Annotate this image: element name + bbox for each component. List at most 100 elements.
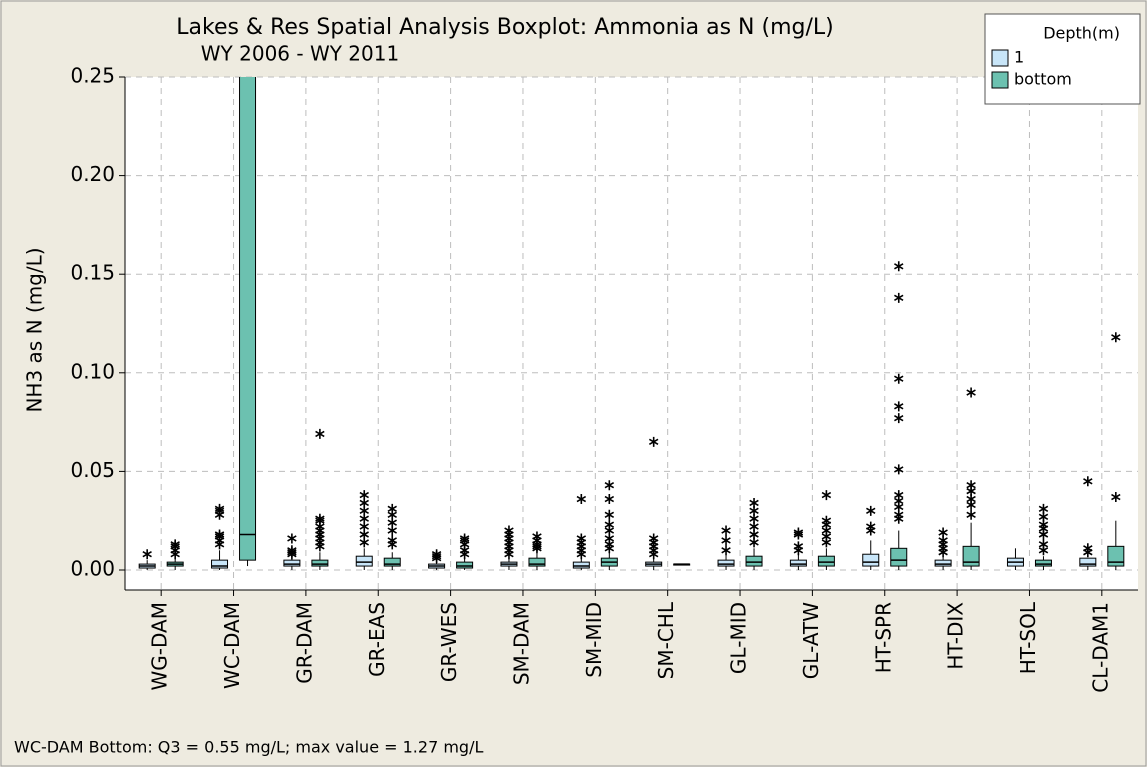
outlier <box>894 490 904 501</box>
legend-title: Depth(m) <box>1043 24 1120 43</box>
legend-swatch <box>991 71 1009 89</box>
box <box>355 555 373 567</box>
outlier <box>1038 539 1049 550</box>
outlier <box>1038 503 1049 514</box>
outlier <box>749 497 759 508</box>
outlier <box>793 541 804 552</box>
outlier <box>359 490 369 501</box>
outlier <box>214 529 225 540</box>
box <box>1079 557 1097 567</box>
x-tick-label: WG-DAM <box>148 602 172 690</box>
chart-subtitle: WY 2006 - WY 2011 <box>201 42 399 66</box>
outlier <box>866 505 876 516</box>
box <box>745 555 763 567</box>
box <box>890 547 908 567</box>
y-tick-label: 0.05 <box>70 458 115 482</box>
outlier <box>821 490 832 501</box>
y-tick-label: 0.00 <box>70 557 115 581</box>
x-tick-label: GR-EAS <box>365 602 389 677</box>
box <box>211 559 229 569</box>
x-tick-label: SM-MID <box>582 602 606 678</box>
box <box>311 559 329 567</box>
box <box>862 553 880 567</box>
box <box>283 559 301 567</box>
x-tick-label: GR-WES <box>437 602 461 682</box>
box <box>717 559 735 567</box>
y-tick-label: 0.25 <box>70 64 115 88</box>
outlier <box>1083 543 1093 554</box>
outlier <box>866 521 876 532</box>
outlier <box>170 539 180 550</box>
box <box>934 559 952 567</box>
box <box>456 561 474 569</box>
outlier <box>721 535 731 546</box>
outlier <box>721 525 731 536</box>
x-tick-label: SM-CHL <box>654 601 678 679</box>
outlier <box>504 525 514 536</box>
box <box>789 559 807 567</box>
x-tick-label: HT-SOL <box>1016 601 1040 674</box>
outlier <box>287 545 297 556</box>
outlier <box>966 387 976 398</box>
x-tick-label: HT-SPR <box>871 602 895 673</box>
outlier <box>894 464 904 475</box>
outlier <box>604 494 615 505</box>
outlier <box>315 428 325 439</box>
x-tick-label: HT-DIX <box>944 602 968 670</box>
x-tick-label: WC-DAM <box>220 602 244 689</box>
outlier <box>894 261 904 272</box>
legend: Depth(m) 1 bottom <box>984 13 1141 105</box>
grid <box>125 76 1138 590</box>
legend-label: 1 <box>1014 48 1024 67</box>
legend-box <box>984 13 1141 105</box>
outlier <box>1111 332 1121 343</box>
outlier <box>894 292 904 303</box>
legend-swatch <box>991 49 1009 67</box>
outlier <box>648 533 659 544</box>
outlier <box>894 401 904 412</box>
x-tick-label: GL-ATW <box>799 602 823 679</box>
outlier <box>894 413 904 424</box>
outlier <box>315 513 325 524</box>
outlier <box>821 515 832 526</box>
outlier <box>431 549 442 560</box>
box <box>383 557 401 567</box>
outlier <box>604 480 615 491</box>
outlier <box>287 533 297 544</box>
outlier <box>576 494 587 505</box>
box <box>962 545 980 567</box>
outlier <box>387 503 397 514</box>
outlier <box>648 436 659 447</box>
outlier <box>894 373 904 384</box>
outlier <box>604 519 615 530</box>
outlier <box>387 535 397 546</box>
outlier <box>604 509 615 520</box>
outlier <box>721 545 731 556</box>
footnote: WC-DAM Bottom: Q3 = 0.55 mg/L; max value… <box>14 738 483 757</box>
x-tick-label: GR-DAM <box>292 602 316 684</box>
x-tick-label: CL-DAM1 <box>1088 602 1112 693</box>
box <box>239 77 257 561</box>
x-tick-label: GL-MID <box>727 602 751 674</box>
box <box>528 557 546 567</box>
box <box>1034 559 1052 567</box>
outlier <box>1111 492 1121 503</box>
legend-label: bottom <box>1014 70 1072 89</box>
outlier <box>966 480 976 491</box>
y-tick-label: 0.10 <box>70 359 115 383</box>
outlier <box>576 533 587 544</box>
outlier <box>793 527 804 538</box>
y-tick-label: 0.20 <box>70 162 115 186</box>
box <box>572 561 590 569</box>
outlier <box>938 527 948 538</box>
marks <box>138 77 1125 570</box>
outlier <box>142 549 152 560</box>
x-tick-label: SM-DAM <box>509 602 533 685</box>
box <box>1107 545 1125 567</box>
outlier <box>214 503 225 514</box>
y-axis-label: NH3 as N (mg/L) <box>23 247 47 412</box>
outlier <box>966 509 976 520</box>
outlier <box>532 531 542 542</box>
y-tick-label: 0.15 <box>70 261 115 285</box>
